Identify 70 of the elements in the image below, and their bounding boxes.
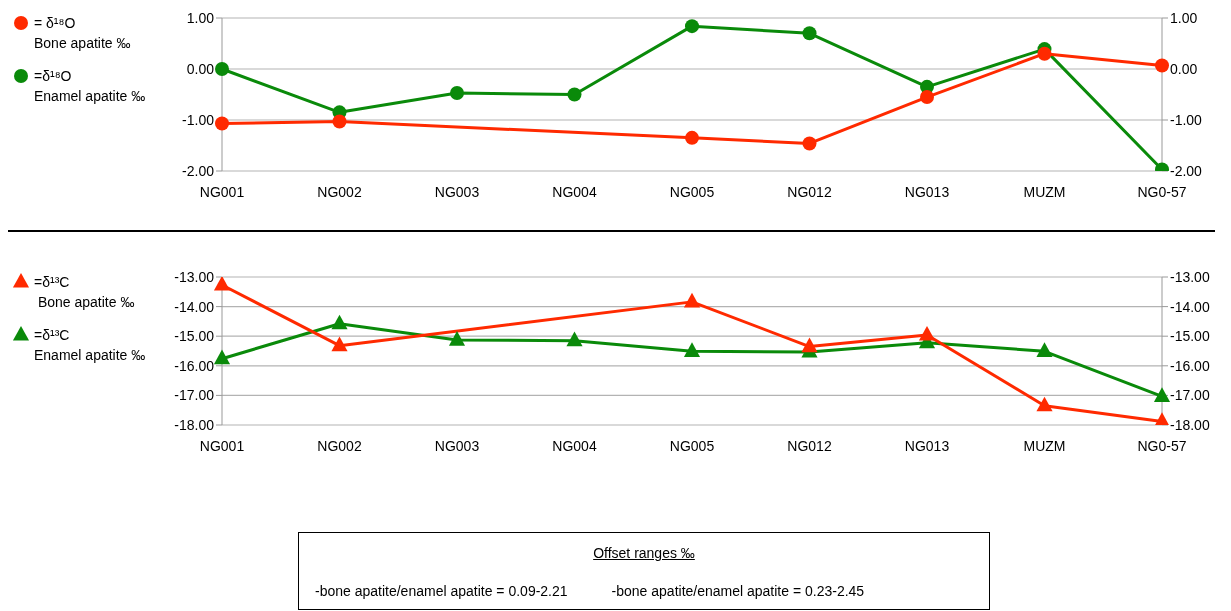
- y2-tick-label: -2.00: [1170, 162, 1203, 179]
- point: [332, 114, 347, 129]
- x-tick-label: NG001: [199, 183, 245, 200]
- y-tick-label: -16.00: [174, 357, 215, 374]
- y2-tick-label: -13.00: [1170, 268, 1210, 285]
- point: [448, 330, 466, 346]
- x-tick-label: NG013: [904, 437, 950, 454]
- y-tick-label: 0.00: [186, 60, 215, 77]
- y2-tick-label: -15.00: [1170, 328, 1210, 345]
- y-tick-label: -13.00: [174, 268, 215, 285]
- text: -bone apatite/enamel apatite = 0.23-2.45: [611, 583, 865, 599]
- y2-tick-label: -1.00: [1170, 111, 1203, 128]
- point: [685, 19, 699, 34]
- x-tick-label: NG012: [787, 437, 832, 454]
- point: [1155, 58, 1169, 73]
- y2-tick-label: -17.00: [1170, 387, 1210, 404]
- point: [1153, 387, 1171, 402]
- point: [213, 349, 231, 365]
- x-tick-label: NG003: [434, 437, 480, 454]
- point: [801, 337, 818, 353]
- y2-tick-label: 1.00: [1170, 9, 1198, 26]
- y2-tick-label: -16.00: [1170, 357, 1210, 374]
- x-tick-label: NG013: [904, 183, 950, 200]
- x-tick-label: NG001: [199, 437, 245, 454]
- y2-tick-label: 0.00: [1170, 60, 1198, 77]
- y-tick-label: 1.00: [186, 9, 215, 26]
- point: [213, 277, 231, 291]
- x-tick-label: NG005: [669, 437, 715, 454]
- point: [1036, 396, 1053, 412]
- point: [683, 292, 701, 308]
- text: -bone apatite/enamel apatite = 0.09-2.21: [315, 583, 568, 599]
- x-tick-label: NG0-57: [1137, 183, 1187, 200]
- point: [450, 85, 464, 100]
- point: [918, 325, 936, 341]
- x-tick-label: NG005: [669, 183, 715, 200]
- legend-label: = δ¹⁸O Bone apatite ‰: [34, 14, 131, 53]
- legend-label: =δ¹³C Enamel apatite ‰: [34, 326, 146, 365]
- y-tick-label: -14.00: [174, 298, 215, 315]
- point: [215, 62, 229, 76]
- point: [683, 342, 701, 357]
- text: Offset ranges ‰: [593, 545, 695, 561]
- x-tick-label: NG002: [317, 183, 362, 200]
- legend-label: =δ¹⁸O Enamel apatite ‰: [34, 67, 146, 106]
- y2-tick-label: -18.00: [1170, 416, 1210, 433]
- y-tick-label: -17.00: [174, 387, 215, 404]
- point: [331, 314, 348, 330]
- point: [685, 130, 699, 145]
- y-tick-label: -2.00: [182, 162, 215, 179]
- y-tick-label: -1.00: [182, 111, 215, 128]
- point: [1036, 342, 1053, 357]
- x-tick-label: NG002: [317, 437, 362, 454]
- y2-tick-label: -14.00: [1170, 298, 1210, 315]
- y-tick-label: -15.00: [174, 328, 215, 345]
- x-tick-label: MUZM: [1023, 183, 1066, 200]
- x-tick-label: MUZM: [1023, 437, 1066, 454]
- point: [215, 116, 229, 131]
- x-tick-label: NG003: [434, 183, 480, 200]
- legend-label: =δ¹³C Bone apatite ‰: [34, 273, 135, 312]
- point: [1037, 46, 1052, 61]
- point: [567, 87, 582, 102]
- x-tick-label: NG0-57: [1137, 437, 1187, 454]
- point: [802, 136, 817, 151]
- point: [920, 90, 934, 105]
- y-tick-label: -18.00: [174, 416, 215, 433]
- x-tick-label: NG012: [787, 183, 832, 200]
- point: [566, 331, 583, 347]
- x-tick-label: NG004: [552, 183, 597, 200]
- x-tick-label: NG004: [552, 437, 597, 454]
- point: [802, 26, 817, 41]
- point: [331, 336, 348, 352]
